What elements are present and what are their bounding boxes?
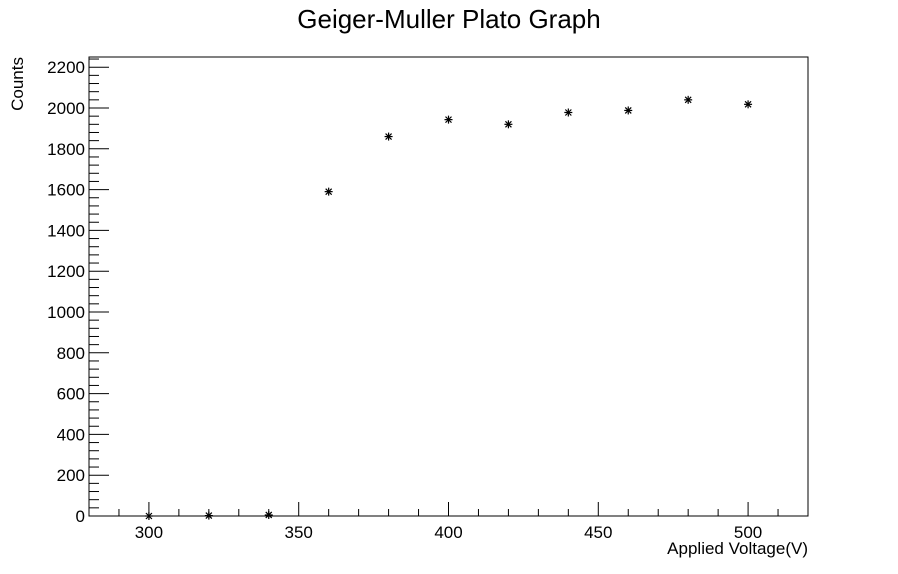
y-tick-label: 1600 — [47, 181, 85, 200]
chart-title: Geiger-Muller Plato Graph — [297, 4, 600, 34]
y-tick-label: 1200 — [47, 262, 85, 281]
axis-ticks — [88, 58, 809, 517]
x-tick-label: 500 — [734, 523, 762, 542]
x-tick-label: 350 — [285, 523, 313, 542]
data-point — [144, 512, 153, 520]
y-axis-tick-labels: 0 200 400 600 800 1000 1200 1400 1600 1800 2000 220… — [47, 58, 85, 526]
y-tick-label: 200 — [57, 466, 85, 485]
data-point — [264, 510, 273, 519]
data-point — [624, 106, 633, 115]
x-tick-label: 300 — [135, 523, 163, 542]
x-tick-label: 450 — [584, 523, 612, 542]
x-tick-label: 400 — [434, 523, 462, 542]
y-tick-label: 1800 — [47, 140, 85, 159]
data-points — [144, 95, 753, 520]
data-point — [204, 511, 213, 520]
y-tick-label: 1000 — [47, 303, 85, 322]
data-point — [564, 108, 573, 117]
y-tick-label: 2000 — [47, 99, 85, 118]
data-point — [504, 120, 513, 129]
plot-frame — [88, 56, 809, 517]
y-tick-label: 600 — [57, 385, 85, 404]
data-point — [684, 95, 693, 104]
y-tick-label: 1400 — [47, 221, 85, 240]
data-point — [324, 187, 333, 196]
y-tick-label: 800 — [57, 344, 85, 363]
data-point — [744, 100, 753, 109]
y-tick-label: 2200 — [47, 58, 85, 77]
y-tick-label: 400 — [57, 425, 85, 444]
y-axis-label: Counts — [8, 57, 27, 111]
y-tick-label: 0 — [76, 507, 85, 526]
data-point — [444, 115, 453, 124]
data-point — [384, 132, 393, 141]
x-axis-label: Applied Voltage(V) — [667, 539, 808, 558]
x-axis-tick-labels: 300 350 400 450 500 — [135, 523, 763, 542]
